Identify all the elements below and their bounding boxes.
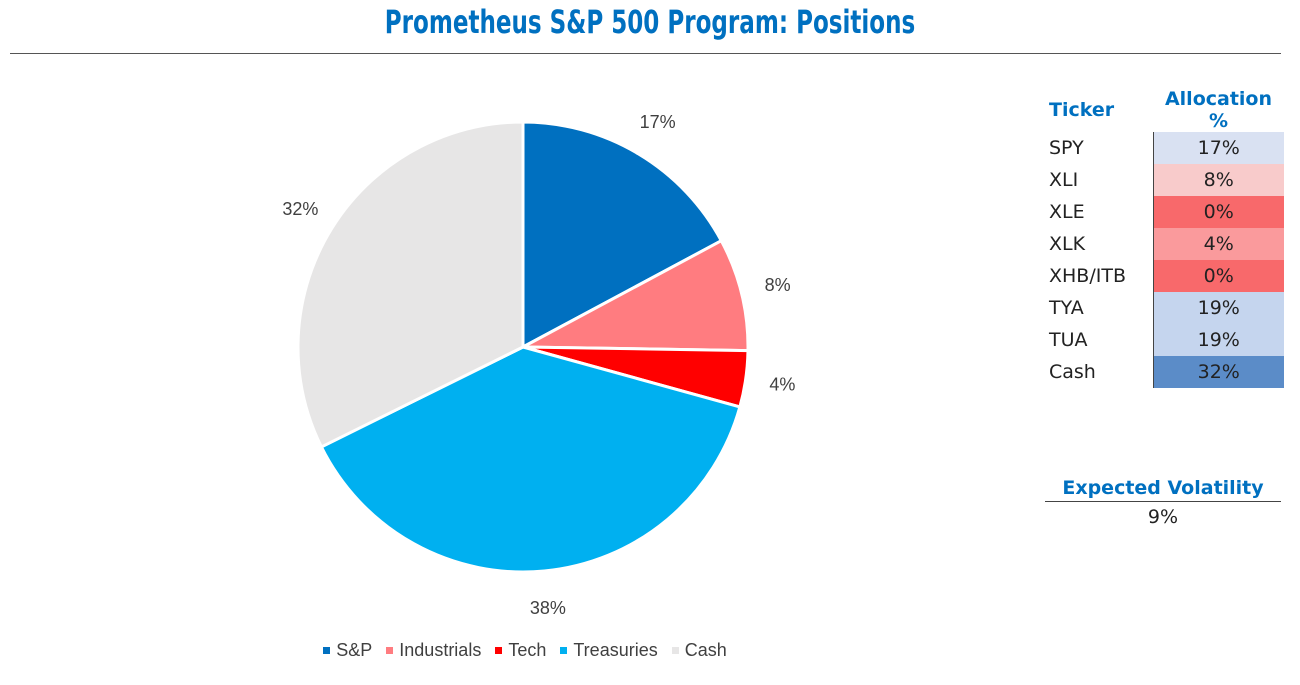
table-row: TYA 19% [1045,292,1284,324]
pie-chart: 17% 8% 4% 38% 32% [282,112,795,618]
ticker-cell: XLI [1049,169,1079,191]
ticker-header: Ticker [1049,99,1115,121]
slice-data-label: 17% [640,112,676,132]
legend-swatch [323,647,331,654]
table-row: XLK 4% [1045,228,1284,260]
allocation-cell: 17% [1152,132,1284,164]
legend-label: Industrials [399,640,482,660]
legend-label: Treasuries [573,640,658,660]
chart-legend: S&P Industrials Tech Treasuries Cash [0,640,1050,661]
ticker-cell: Cash [1049,361,1096,383]
allocation-cell: 0% [1152,260,1284,292]
pie-slice [521,120,724,350]
allocation-table: Ticker Allocation % SPY 17% XLI 8% XLE 0% XLK 4… [1045,88,1284,388]
ticker-cell: TUA [1049,329,1088,351]
legend-label: Cash [684,640,727,660]
title-divider [10,53,1281,54]
table-row: XLE 0% [1045,196,1284,228]
ticker-cell: TYA [1049,297,1084,319]
allocation-cell: 19% [1152,324,1284,356]
allocation-header: Allocation % [1164,88,1273,132]
legend-item: Treasuries [560,640,658,661]
legend-swatch [495,647,503,654]
legend-label: S&P [336,640,373,660]
legend-label: Tech [508,640,547,660]
legend-item: Industrials [386,640,481,661]
legend-item: S&P [323,640,372,661]
volatility-value: 9% [1147,506,1179,528]
table-row: Cash 32% [1045,356,1284,388]
allocation-cell: 0% [1152,196,1284,228]
ticker-cell: XLE [1049,201,1085,223]
table-row: SPY 17% [1045,132,1284,164]
slice-data-label: 4% [769,374,795,394]
legend-item: Tech [495,640,546,661]
ticker-cell: SPY [1049,137,1084,159]
table-row: XHB/ITB 0% [1045,260,1284,292]
allocation-cell: 4% [1152,228,1284,260]
pie-slice [319,345,742,574]
allocation-cell: 8% [1152,164,1284,196]
volatility-label: Expected Volatility [1045,475,1281,502]
page-title: Prometheus S&P 500 Program: Positions [384,3,916,41]
legend-swatch [671,647,679,654]
table-row: XLI 8% [1045,164,1284,196]
ticker-cell: XHB/ITB [1049,265,1126,287]
allocation-cell: 32% [1152,356,1284,388]
expected-volatility: Expected Volatility 9% [1045,475,1281,532]
slice-data-label: 8% [765,275,791,295]
legend-swatch [386,647,394,654]
slice-data-label: 32% [282,199,318,219]
allocation-cell: 19% [1152,292,1284,324]
pie-slice [296,120,525,449]
legend-item: Cash [671,640,727,661]
ticker-cell: XLK [1049,233,1086,255]
table-row: TUA 19% [1045,324,1284,356]
legend-swatch [560,647,568,654]
pie-slice [517,238,750,353]
slice-data-label: 38% [530,598,566,618]
